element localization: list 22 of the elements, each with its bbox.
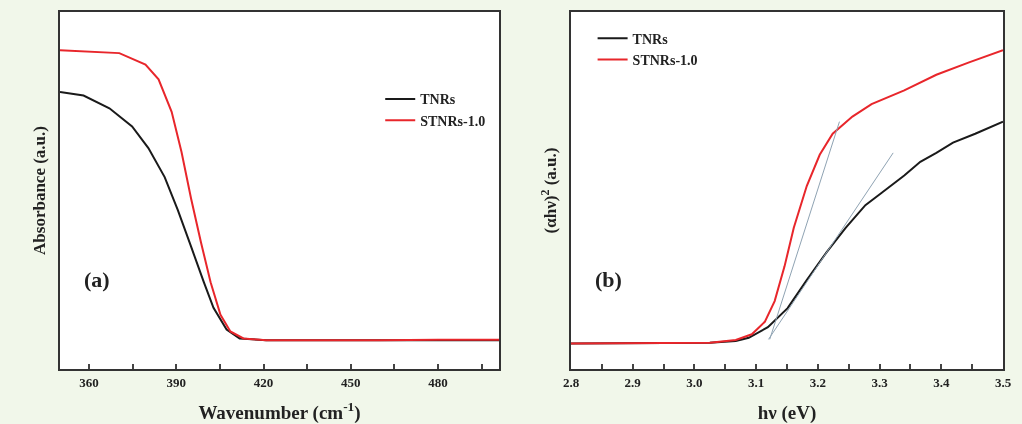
x-axis-title: Wavenumber (cm$^{-1}$) bbox=[198, 399, 361, 424]
x-tick-label: 390 bbox=[166, 374, 187, 390]
legend-label: STNRs-1.0 bbox=[632, 52, 698, 68]
x-tick-label: 2.8 bbox=[562, 374, 580, 390]
x-tick-label: 3.1 bbox=[748, 374, 765, 390]
x-axis-title: hν (eV) bbox=[757, 402, 817, 424]
annotation: (a) bbox=[84, 267, 110, 292]
x-tick-label: 450 bbox=[340, 374, 361, 390]
x-tick-label: 3.4 bbox=[933, 374, 950, 390]
legend-label: TNRs bbox=[632, 31, 669, 47]
annotation: (b) bbox=[595, 267, 622, 292]
x-tick-label: 3.5 bbox=[994, 374, 1012, 390]
x-tick-label: 3.2 bbox=[809, 374, 826, 390]
x-tick-label: 480 bbox=[428, 374, 448, 390]
x-tick-label: 3.3 bbox=[871, 374, 889, 390]
x-tick-label: 360 bbox=[79, 374, 99, 390]
legend-label: STNRs-1.0 bbox=[420, 113, 486, 129]
x-tick-label: 3.0 bbox=[686, 374, 703, 390]
x-tick-label: 2.9 bbox=[624, 374, 642, 390]
y-axis-title: Absorbance (a.u.) bbox=[30, 126, 50, 255]
x-tick-label: 420 bbox=[253, 374, 274, 390]
legend-label: TNRs bbox=[420, 92, 456, 108]
